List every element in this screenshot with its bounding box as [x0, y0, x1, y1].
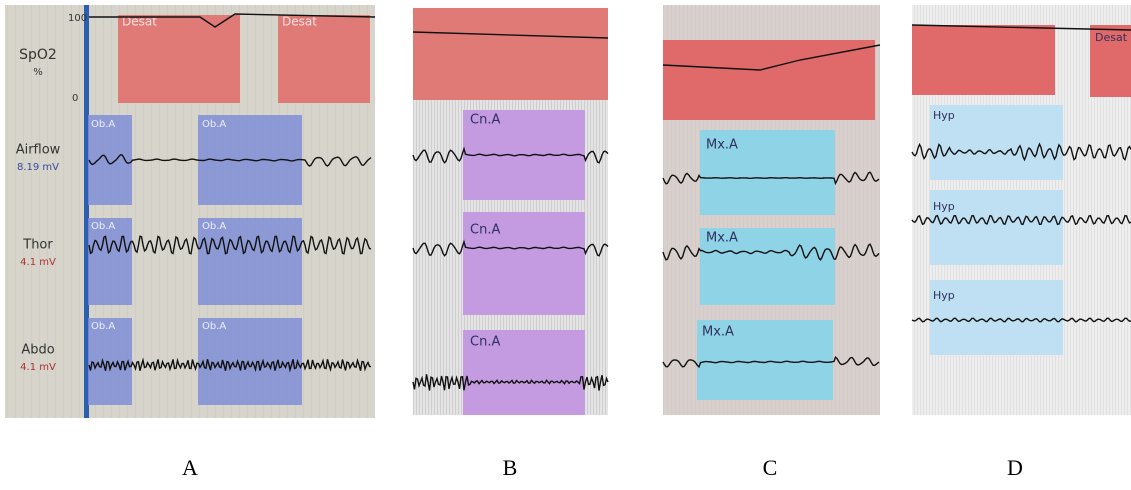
event-label: Ob.A	[202, 119, 226, 130]
channel-name: SpO2	[19, 47, 57, 63]
event-box	[88, 318, 132, 405]
waveform	[88, 235, 372, 255]
axis-max: 100	[68, 13, 87, 24]
event-label: Hyp	[933, 200, 955, 213]
waveform	[88, 154, 372, 167]
waveform	[662, 243, 880, 261]
event-box	[930, 280, 1063, 355]
channel-name: Thor	[22, 238, 53, 253]
waveform	[662, 44, 881, 71]
cursor	[84, 5, 89, 418]
channel-name: Abdo	[21, 343, 54, 358]
panel-label: D	[1007, 455, 1023, 480]
event-label: Cn.A	[470, 223, 500, 238]
event-box	[663, 40, 875, 120]
waveform	[662, 171, 880, 186]
event-label: Hyp	[933, 109, 955, 122]
event-box	[198, 318, 302, 405]
event-box	[88, 218, 132, 305]
waveform	[911, 214, 1131, 226]
event-label: Desat	[1095, 31, 1128, 44]
channel-unit: %	[33, 67, 43, 78]
waveform	[88, 357, 372, 373]
waveform	[412, 239, 609, 257]
waveform	[412, 31, 609, 39]
waveform	[911, 317, 1131, 323]
event-box	[463, 330, 585, 415]
event-label: Ob.A	[91, 221, 115, 232]
waveform	[662, 356, 880, 368]
event-label: Ob.A	[91, 119, 115, 130]
panel-d: Desat Hyp Hyp Hyp	[912, 5, 1131, 415]
event-box	[118, 15, 240, 103]
event-box	[198, 218, 302, 305]
event-box	[463, 212, 585, 315]
channel-scale: 4.1 mV	[20, 257, 56, 268]
event-label: Hyp	[933, 289, 955, 302]
event-label: Ob.A	[202, 221, 226, 232]
panel-label: A	[182, 455, 198, 480]
waveform	[911, 142, 1131, 162]
panel-label: B	[503, 455, 518, 480]
event-label: Mx.A	[706, 138, 738, 153]
event-label: Desat	[282, 15, 317, 29]
panel-label: C	[763, 455, 778, 480]
event-box	[697, 320, 833, 400]
event-label: Ob.A	[202, 321, 226, 332]
waveform	[911, 24, 1131, 31]
channel-scale: 4.1 mV	[20, 362, 56, 373]
event-box	[930, 105, 1063, 180]
event-label: Ob.A	[91, 321, 115, 332]
event-box	[700, 228, 835, 305]
event-box	[930, 190, 1063, 265]
event-label: Cn.A	[470, 113, 500, 128]
event-label: Desat	[122, 15, 157, 29]
waveform	[412, 374, 609, 391]
event-box	[278, 15, 370, 103]
panel-c: Mx.A Mx.A Mx.A	[663, 5, 880, 415]
event-box	[700, 130, 835, 215]
panel-a: Desat Desat 100 0 SpO2 % Ob.A Ob.A Airfl…	[5, 5, 375, 418]
waveform	[89, 13, 376, 28]
event-box	[912, 25, 1055, 95]
waveform	[412, 146, 609, 164]
axis-min: 0	[72, 93, 78, 104]
event-label: Mx.A	[706, 231, 738, 246]
event-label: Mx.A	[702, 325, 734, 340]
panel-b: Cn.A Cn.A Cn.A	[413, 8, 608, 415]
event-label: Cn.A	[470, 335, 500, 350]
event-box	[1090, 25, 1131, 97]
event-box	[413, 8, 608, 100]
channel-scale: 8.19 mV	[17, 162, 59, 173]
channel-name: Airflow	[16, 143, 61, 158]
